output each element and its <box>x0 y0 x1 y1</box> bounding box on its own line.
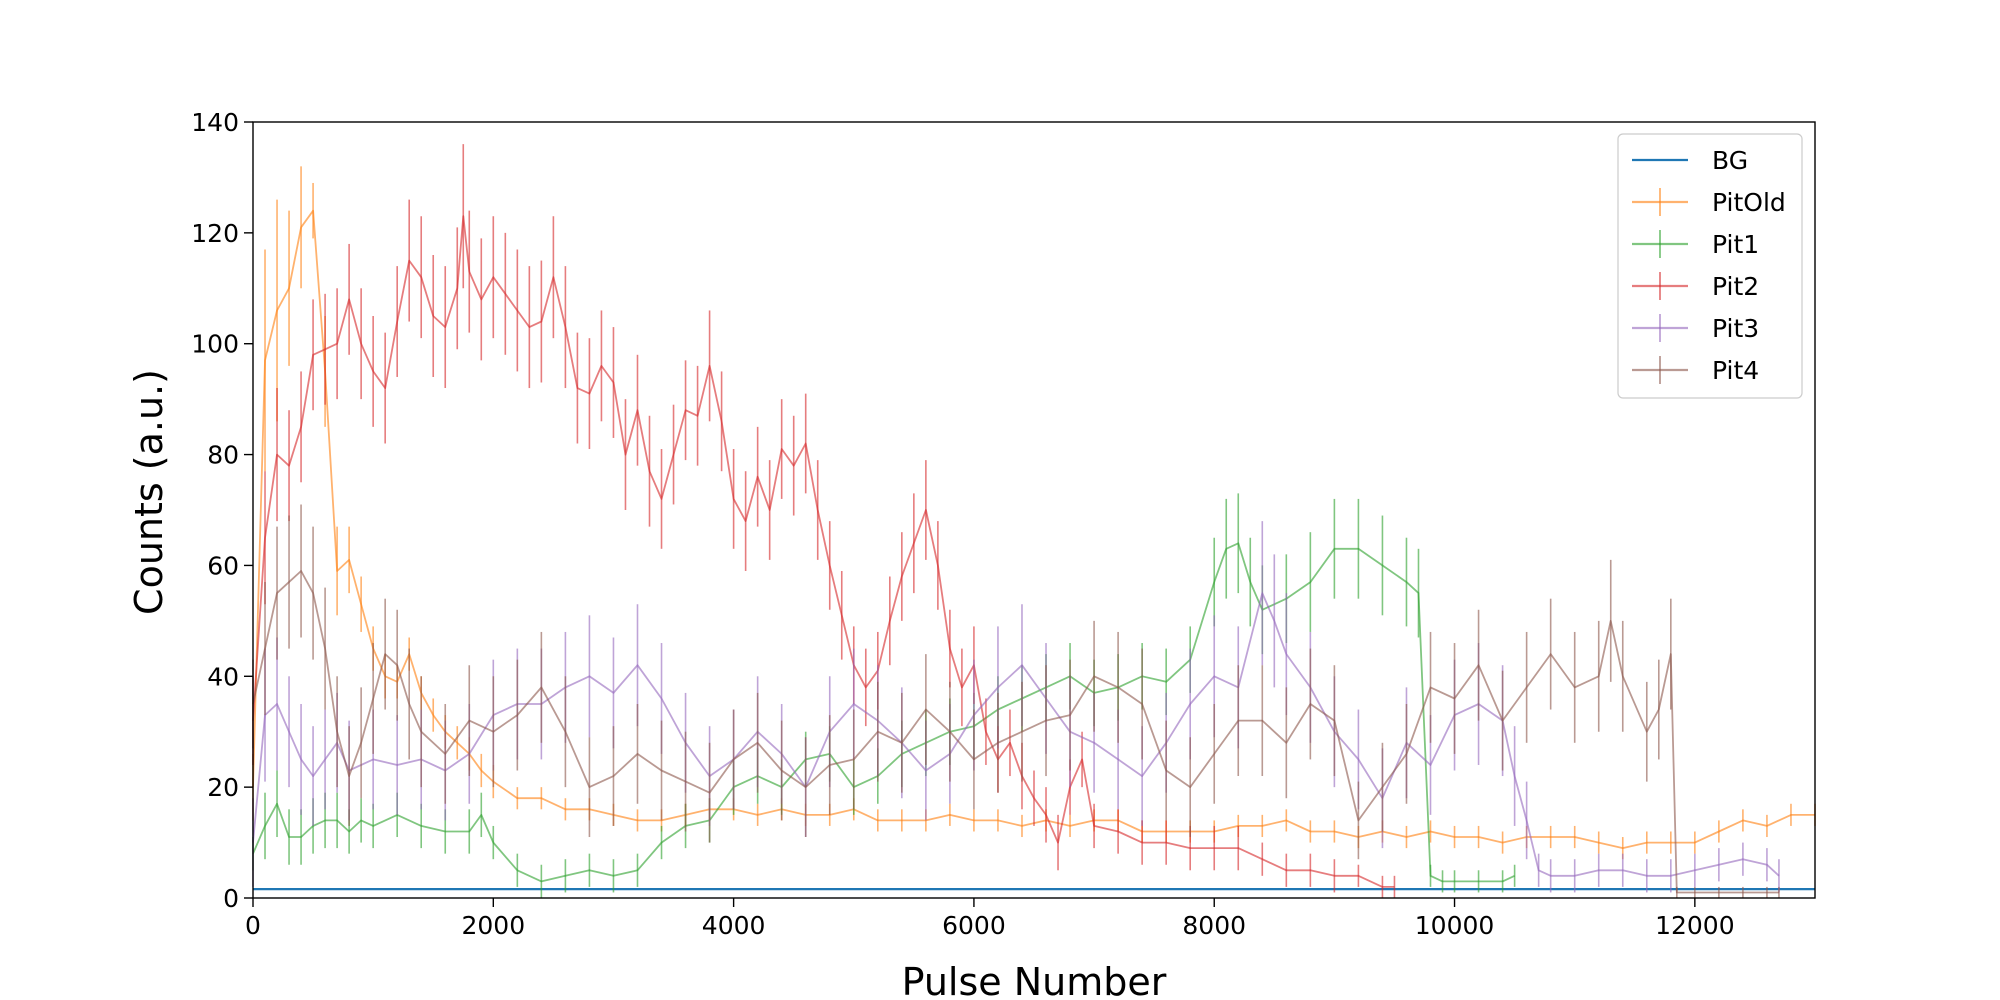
x-tick-label: 10000 <box>1415 911 1495 940</box>
legend-box <box>1617 133 1803 399</box>
x-axis-label: Pulse Number <box>902 960 1167 1000</box>
x-tick-label: 8000 <box>1182 911 1246 940</box>
x-tick-label: 6000 <box>942 911 1006 940</box>
y-axis-label: Counts (a.u.) <box>127 369 171 615</box>
y-tick-label: 20 <box>207 773 239 802</box>
legend-label-pit1: Pit1 <box>1712 230 1759 259</box>
series-line-pit4 <box>252 570 1779 894</box>
y-tick-label: 100 <box>191 330 239 359</box>
y-tick-label: 120 <box>191 219 239 248</box>
x-tick-label: 12000 <box>1655 911 1735 940</box>
legend-item-pit2: Pit2 <box>1632 272 1759 301</box>
y-tick-label: 0 <box>223 884 239 913</box>
series-layer <box>252 144 1816 898</box>
legend-label-pit2: Pit2 <box>1712 272 1759 301</box>
legend-item-pit4: Pit4 <box>1632 356 1759 385</box>
y-tick-label: 60 <box>207 551 239 580</box>
axes-frame <box>252 121 1816 899</box>
legend-label-pit3: Pit3 <box>1712 314 1759 343</box>
legend-label-pitold: PitOld <box>1712 188 1786 217</box>
x-tick-label: 0 <box>245 911 261 940</box>
legend-item-pit3: Pit3 <box>1632 314 1759 343</box>
plot-area: 0 2000 4000 6000 8000 10000 12000 0 20 40 60 80 100… <box>191 108 1816 940</box>
legend: BG PitOld Pit1 Pit2 Pit3 Pit4 <box>1617 133 1803 399</box>
series-pit4 <box>252 504 1780 898</box>
series-line-pit2 <box>252 215 1395 888</box>
legend-label-pit4: Pit4 <box>1712 356 1759 385</box>
legend-item-bg: BG <box>1632 146 1748 175</box>
y-tick-label: 40 <box>207 662 239 691</box>
x-axis-ticks: 0 2000 4000 6000 8000 10000 12000 <box>245 898 1735 940</box>
series-line-pit3 <box>252 592 1780 877</box>
series-line-pit1 <box>252 542 1515 883</box>
x-tick-label: 2000 <box>461 911 525 940</box>
x-tick-label: 4000 <box>702 911 766 940</box>
y-tick-label: 80 <box>207 441 239 470</box>
legend-item-pitold: PitOld <box>1632 188 1786 217</box>
legend-label-bg: BG <box>1712 146 1748 175</box>
legend-items: BG PitOld Pit1 Pit2 Pit3 Pit4 <box>1632 146 1786 385</box>
series-line-pitold <box>252 209 1815 849</box>
legend-item-pit1: Pit1 <box>1632 230 1759 259</box>
y-tick-label: 140 <box>191 108 239 137</box>
y-axis-ticks: 0 20 40 60 80 100 120 140 <box>191 108 253 913</box>
